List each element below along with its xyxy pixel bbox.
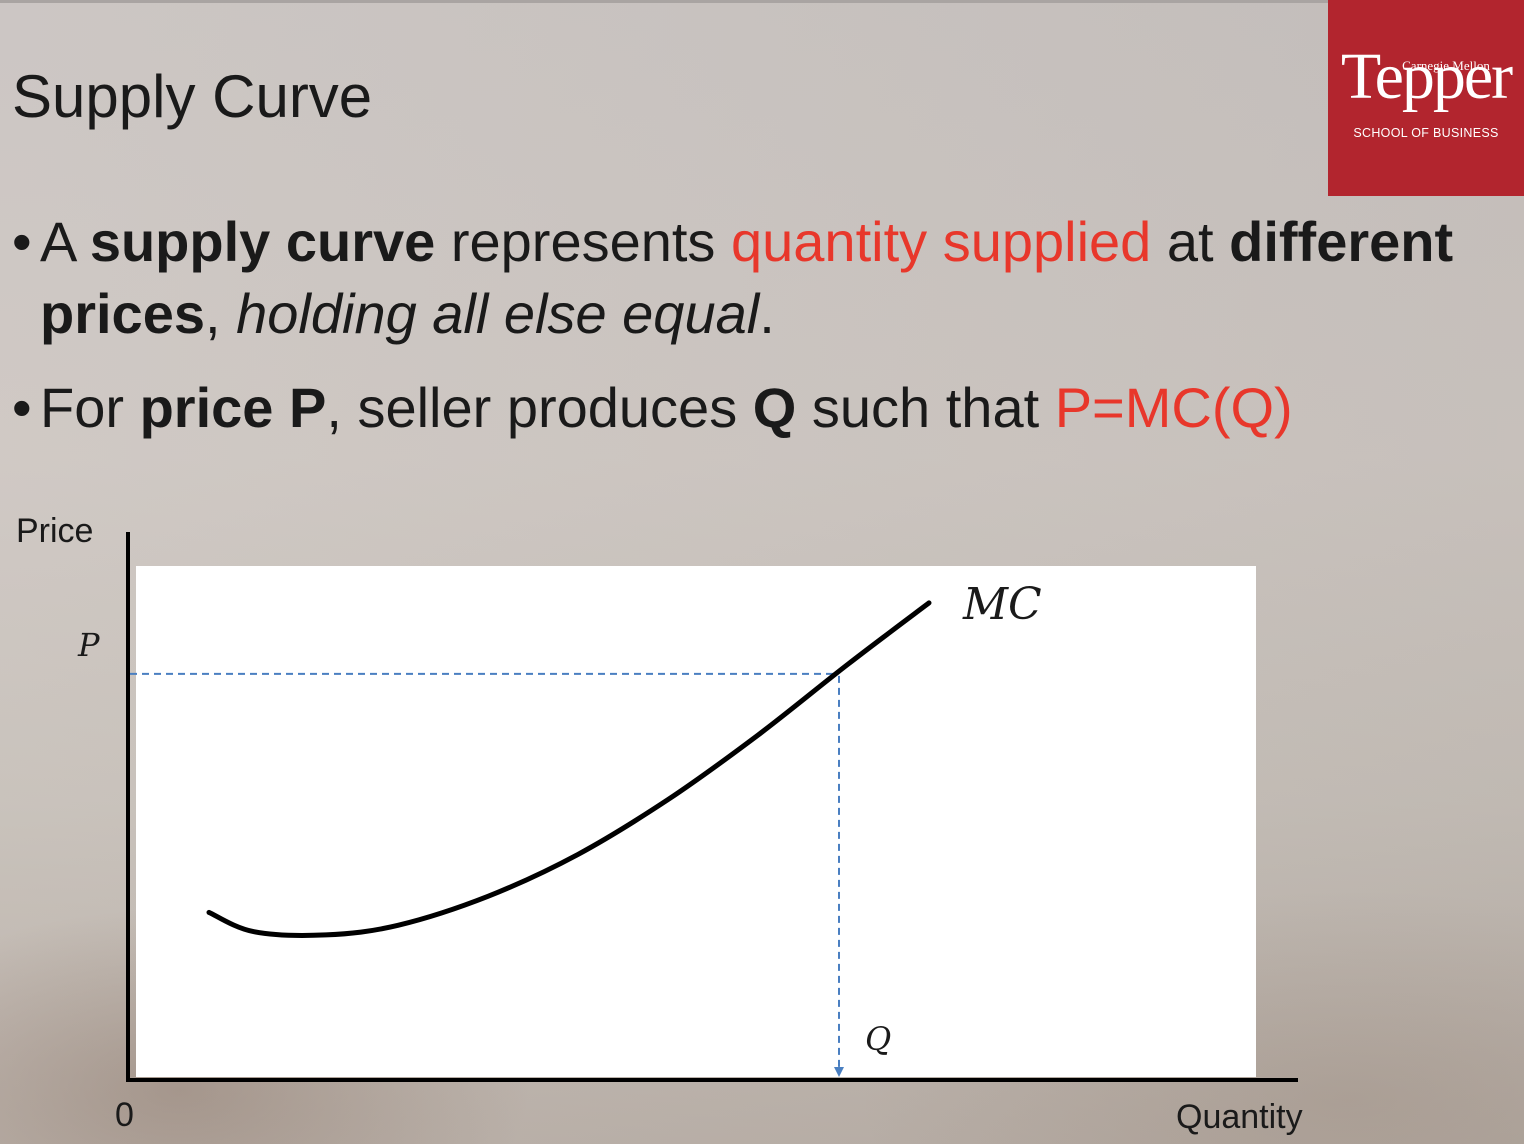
bullet-dot: • <box>12 376 32 439</box>
bullet-segment-bold: Q <box>752 376 797 439</box>
bullet-segment-red: P=MC(Q) <box>1054 376 1293 439</box>
plot-area <box>136 566 1256 1077</box>
bullet-text: A supply curve represents quantity suppl… <box>40 210 1453 345</box>
logo-tepper-text: Tepper <box>1340 40 1513 113</box>
bullet-segment: , seller produces <box>326 376 753 439</box>
bullet-segment: represents <box>435 210 731 273</box>
bullet-supply-curve: • A supply curve represents quantity sup… <box>0 206 1500 350</box>
tepper-logo: Carnegie Mellon Tepper SCHOOL OF BUSINES… <box>1328 0 1524 196</box>
bullet-segment: such that <box>796 376 1055 439</box>
price-p-label: P <box>77 626 100 664</box>
mc-series-label: MC <box>962 579 1042 630</box>
bullet-price-p: • For price P, seller produces Q such th… <box>0 372 1500 444</box>
bullet-list: • A supply curve represents quantity sup… <box>0 206 1500 444</box>
bullet-dot: • <box>12 210 32 273</box>
bullet-segment-italic: holding all else equal <box>236 282 760 345</box>
origin-label: 0 <box>115 1096 134 1134</box>
bullet-segment: For <box>40 376 140 439</box>
bullet-segment-red: quantity supplied <box>731 210 1152 273</box>
quantity-q-label: Q <box>865 1020 891 1058</box>
top-border <box>0 0 1524 3</box>
bullet-segment: , <box>205 282 237 345</box>
slide-title: Supply Curve <box>12 63 373 130</box>
bullet-segment: at <box>1151 210 1230 273</box>
logo-school-text: SCHOOL OF BUSINESS <box>1353 126 1499 140</box>
bullet-text: For price P, seller produces Q such that… <box>40 376 1293 439</box>
y-axis-label: Price <box>16 512 93 550</box>
bullet-segment-bold: different prices <box>40 210 1454 345</box>
x-axis-label: Quantity <box>1176 1098 1303 1136</box>
bullet-segment-bold: supply curve <box>89 210 436 273</box>
bullet-segment: A <box>40 210 90 273</box>
mc-curve-line <box>206 600 932 938</box>
bullet-segment: . <box>759 282 775 345</box>
logo-cmu-text: Carnegie Mellon <box>1402 58 1490 73</box>
bullet-segment-bold: price P <box>139 376 327 439</box>
